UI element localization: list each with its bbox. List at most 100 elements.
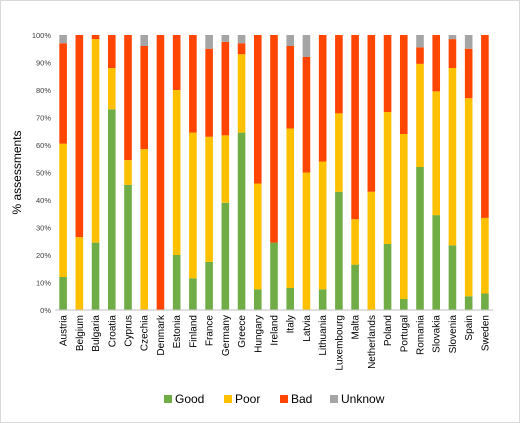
bar-segment-poor [383, 112, 392, 244]
x-category-label: Estonia [172, 315, 183, 349]
x-category-label: Germany [221, 315, 232, 356]
bar-segment-bad [189, 35, 197, 133]
bar-segment-poor [172, 90, 181, 255]
bar-segment-bad [237, 43, 246, 55]
bar-segment-good [253, 289, 262, 310]
bar-segment-bad [140, 46, 149, 150]
bar-segment-poor [140, 149, 149, 310]
bar-segment-good [432, 215, 441, 310]
bar-segment-good [172, 255, 181, 310]
x-category-label: Finland [188, 315, 199, 348]
legend-swatch-bad [280, 395, 288, 403]
bar-segment-unknow [237, 35, 246, 44]
bar-segment-unknow [140, 35, 149, 46]
bar-segment-bad [367, 35, 376, 192]
bar-segment-poor [464, 98, 473, 297]
x-category-label: Spain [464, 315, 475, 341]
bar-segment-good [205, 261, 213, 310]
legend: Good Poor Bad Unknow [164, 392, 385, 406]
bar-segment-unknow [286, 35, 295, 46]
bar-segment-unknow [59, 35, 67, 44]
bar-segment-poor [205, 136, 213, 262]
bar-segment-poor [318, 161, 327, 290]
bar-segment-bad [416, 47, 424, 64]
bar-segment-bad [124, 35, 132, 161]
y-tick-label: 70% [36, 114, 51, 123]
bar-segment-good [91, 242, 100, 310]
y-tick-label: 20% [36, 251, 51, 260]
x-category-label: Malta [351, 315, 362, 340]
y-tick-label: 90% [36, 59, 51, 68]
bar-segment-poor [367, 191, 376, 310]
bar-segment-bad [172, 35, 181, 90]
bar-segment-unknow [448, 35, 457, 40]
y-tick-label: 80% [36, 86, 51, 95]
x-category-label: Ireland [270, 315, 281, 346]
bar-segment-good [351, 264, 359, 310]
x-category-label: France [205, 315, 216, 347]
bars [59, 35, 489, 310]
bar-segment-bad [335, 35, 343, 114]
x-category-label: Belgium [75, 315, 86, 351]
y-tick-label: 60% [36, 141, 51, 150]
x-category-label: Latvia [302, 315, 313, 342]
x-axis-categories: Austria Belgium Bulgaria Croatia Cyprus Czech… [59, 314, 492, 371]
bar-segment-bad [481, 35, 489, 218]
y-tick-label: 100% [32, 31, 52, 40]
bar-segment-poor [91, 39, 100, 243]
legend-swatch-poor [224, 395, 232, 403]
bar-segment-bad [432, 35, 441, 92]
bar-segment-poor [481, 217, 489, 294]
bar-segment-bad [221, 41, 230, 136]
bar-segment-good [270, 242, 278, 310]
x-category-label: Lithuania [318, 315, 329, 356]
bar-segment-bad [107, 35, 116, 68]
x-category-label: Croatia [107, 315, 118, 348]
bar-segment-good [189, 278, 197, 310]
bar-segment-bad [253, 35, 262, 184]
bar-segment-poor [351, 219, 359, 265]
bar-segment-poor [107, 68, 116, 110]
bar-segment-bad [91, 35, 100, 40]
y-tick-label: 40% [36, 196, 51, 205]
bar-segment-unknow [302, 35, 311, 57]
x-category-label: Austria [59, 315, 70, 347]
bar-segment-bad [318, 35, 327, 162]
bar-segment-poor [221, 135, 230, 203]
bar-segment-good [59, 277, 67, 310]
bar-segment-bad [156, 35, 165, 310]
y-tick-label: 10% [36, 279, 51, 288]
x-category-label: Slovakia [432, 315, 443, 353]
bar-segment-bad [75, 35, 84, 238]
bar-segment-bad [205, 48, 213, 137]
y-tick-label: 0% [40, 306, 51, 315]
bar-segment-good [221, 202, 230, 310]
x-category-label: Bulgaria [91, 315, 102, 352]
bar-segment-good [464, 296, 473, 310]
legend-label-good: Good [175, 392, 204, 406]
y-tick-label: 30% [36, 224, 51, 233]
legend-swatch-unknow [330, 395, 338, 403]
bar-segment-unknow [221, 35, 230, 42]
bar-segment-poor [335, 113, 343, 192]
bar-segment-bad [270, 35, 278, 243]
bar-segment-good [335, 191, 343, 310]
bar-segment-unknow [205, 35, 213, 49]
bar-segment-bad [448, 39, 457, 68]
bar-segment-good [286, 288, 295, 310]
bar-segment-poor [432, 91, 441, 216]
x-category-label: Hungary [253, 315, 264, 353]
y-tick-label: 50% [36, 169, 51, 178]
x-category-label: Cyprus [124, 315, 135, 347]
x-category-label: Poland [383, 315, 394, 346]
bar-segment-good [107, 109, 116, 310]
x-category-label: Czechia [140, 315, 151, 352]
x-category-label: Luxembourg [334, 315, 345, 371]
bar-segment-bad [302, 57, 311, 173]
y-axis-ticks: 0% 10% 20% 30% 40% 50% 60% 70% 80% 90% 100% [32, 31, 52, 315]
legend-label-poor: Poor [235, 392, 260, 406]
bar-segment-bad [351, 35, 359, 220]
x-category-label: Romania [416, 315, 427, 355]
bar-segment-poor [253, 183, 262, 290]
bar-segment-poor [416, 63, 424, 167]
